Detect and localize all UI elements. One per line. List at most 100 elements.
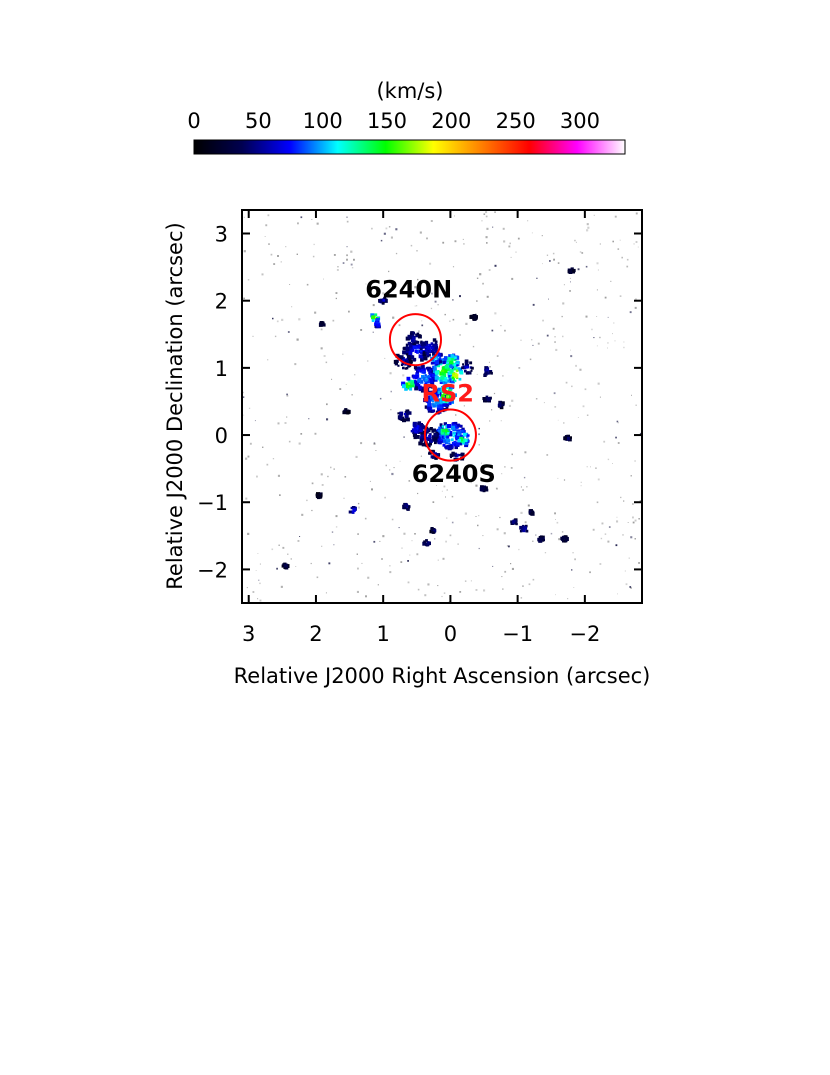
- colorbar-tick-label: 0: [187, 109, 200, 133]
- emission-pixel: [420, 386, 425, 391]
- emission-pixel: [450, 456, 453, 459]
- noise-speck: [482, 535, 484, 537]
- noise-speck: [510, 563, 512, 565]
- noise-speck: [321, 484, 324, 486]
- noise-speck: [449, 320, 451, 322]
- emission-pixel: [560, 536, 564, 541]
- noise-speck: [344, 476, 347, 478]
- noise-speck: [485, 236, 488, 239]
- noise-speck: [508, 404, 511, 407]
- emission-pixel: [485, 395, 489, 399]
- noise-speck: [491, 409, 493, 411]
- noise-speck: [510, 256, 512, 258]
- noise-speck: [554, 406, 557, 408]
- noise-speck: [496, 355, 499, 357]
- noise-speck: [346, 258, 348, 261]
- noise-speck: [463, 386, 466, 388]
- emission-pixel: [442, 358, 445, 361]
- emission-pixel: [444, 364, 449, 369]
- noise-speck: [301, 513, 304, 516]
- noise-speck: [371, 227, 373, 230]
- emission-pixel: [420, 430, 425, 435]
- noise-speck: [596, 262, 599, 265]
- noise-speck: [360, 329, 363, 331]
- region-rs2-label: RS2: [421, 379, 473, 407]
- noise-speck: [298, 442, 301, 445]
- emission-pixel: [566, 437, 570, 441]
- noise-speck: [437, 559, 439, 561]
- colorbar-tick-labels: 0 50 100 150 200 250 300: [187, 109, 600, 133]
- noise-speck: [623, 500, 625, 502]
- y-axis-title: Relative J2000 Declination (arcsec): [163, 222, 187, 589]
- emission-pixel: [454, 445, 458, 450]
- noise-speck: [486, 227, 489, 230]
- emission-pixel: [429, 427, 433, 431]
- emission-pixel: [409, 332, 413, 336]
- emission-pixel: [428, 373, 433, 378]
- emission-pixel: [351, 511, 355, 514]
- noise-speck: [510, 467, 513, 469]
- emission-pixel: [513, 520, 518, 525]
- colorbar-tick-label: 100: [303, 109, 343, 133]
- noise-speck: [639, 432, 642, 435]
- emission-pixel: [443, 391, 447, 395]
- x-tick-label: 2: [309, 622, 322, 646]
- emission-pixel: [415, 333, 418, 336]
- emission-pixel: [462, 430, 466, 433]
- emission-pixel: [460, 434, 464, 439]
- noise-speck: [333, 254, 336, 256]
- emission-pixel: [421, 365, 425, 369]
- noise-speck: [296, 253, 298, 255]
- emission-pixel: [445, 403, 450, 407]
- emission-pixel: [439, 406, 444, 411]
- emission-pixel: [458, 377, 462, 381]
- noise-speck: [586, 229, 589, 232]
- noise-speck: [626, 265, 629, 268]
- noise-speck: [614, 215, 617, 218]
- noise-speck: [379, 397, 382, 400]
- emission-pixel: [417, 345, 421, 349]
- x-tick-label: −1: [502, 622, 533, 646]
- emission-pixel: [403, 346, 407, 351]
- emission-pixel: [462, 432, 467, 437]
- noise-speck: [258, 579, 260, 581]
- emission-pixel: [428, 354, 431, 357]
- emission-pixel: [564, 536, 569, 541]
- noise-speck: [639, 500, 642, 502]
- emission-pixel: [438, 426, 441, 430]
- noise-speck: [437, 585, 439, 587]
- noise-speck: [607, 347, 608, 349]
- emission-pixel: [432, 351, 437, 356]
- emission-pixel: [425, 352, 428, 355]
- colorbar-gradient-bar: [193, 139, 626, 155]
- nucleus-6240s-circle: [423, 408, 477, 462]
- noise-speck: [595, 467, 597, 469]
- emission-pixel: [466, 366, 470, 369]
- noise-speck: [294, 363, 297, 366]
- emission-pixel: [430, 390, 434, 394]
- noise-speck: [476, 277, 479, 279]
- noise-speck: [398, 527, 400, 529]
- noise-speck: [587, 226, 590, 229]
- emission-pixel: [345, 409, 349, 413]
- noise-speck: [255, 570, 257, 571]
- emission-pixel: [430, 361, 434, 365]
- noise-speck: [441, 595, 443, 598]
- noise-speck: [629, 311, 632, 314]
- emission-pixel: [408, 411, 412, 415]
- emission-pixel: [320, 321, 324, 325]
- noise-speck: [529, 358, 532, 361]
- noise-speck: [453, 464, 456, 467]
- emission-pixel: [438, 441, 442, 445]
- emission-pixel: [421, 442, 426, 447]
- noise-speck: [580, 485, 582, 487]
- noise-speck: [629, 586, 632, 588]
- emission-pixel: [404, 411, 409, 415]
- emission-pixel: [424, 388, 427, 392]
- emission-pixel: [419, 438, 424, 443]
- noise-speck: [635, 212, 638, 215]
- emission-pixel: [460, 452, 464, 456]
- y-tick-label: −2: [197, 558, 228, 582]
- noise-speck: [391, 472, 394, 476]
- emission-pixel: [376, 326, 379, 329]
